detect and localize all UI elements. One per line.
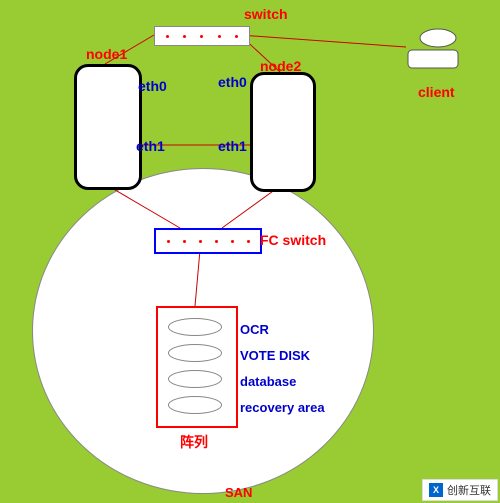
- client-icon: [406, 28, 460, 72]
- fc-switch-label: FC switch: [260, 232, 326, 248]
- san-label: SAN: [225, 485, 252, 500]
- recovery-area-label: recovery area: [240, 400, 325, 415]
- node1-label: node1: [86, 46, 127, 62]
- node1-box: [74, 64, 142, 190]
- node2-box: [250, 72, 316, 192]
- array-label: 阵列: [180, 432, 208, 452]
- disk-recovery: [168, 396, 222, 414]
- switch-label: switch: [244, 6, 288, 22]
- eth0-1-label: eth0: [138, 78, 167, 94]
- fc-switch-box: [154, 228, 262, 254]
- disk-database: [168, 370, 222, 388]
- node2-label: node2: [260, 58, 301, 74]
- disk-vote: [168, 344, 222, 362]
- eth0-2-label: eth0: [218, 74, 247, 90]
- eth1-2-label: eth1: [218, 138, 247, 154]
- switch-top: [154, 26, 250, 46]
- watermark: X 创新互联: [422, 479, 498, 501]
- watermark-text: 创新互联: [447, 482, 491, 498]
- watermark-logo-icon: X: [429, 483, 443, 497]
- database-label: database: [240, 374, 296, 389]
- disk-ocr: [168, 318, 222, 336]
- vote-disk-label: VOTE DISK: [240, 348, 310, 363]
- ocr-label: OCR: [240, 322, 269, 337]
- client-label: client: [418, 84, 455, 100]
- eth1-1-label: eth1: [136, 138, 165, 154]
